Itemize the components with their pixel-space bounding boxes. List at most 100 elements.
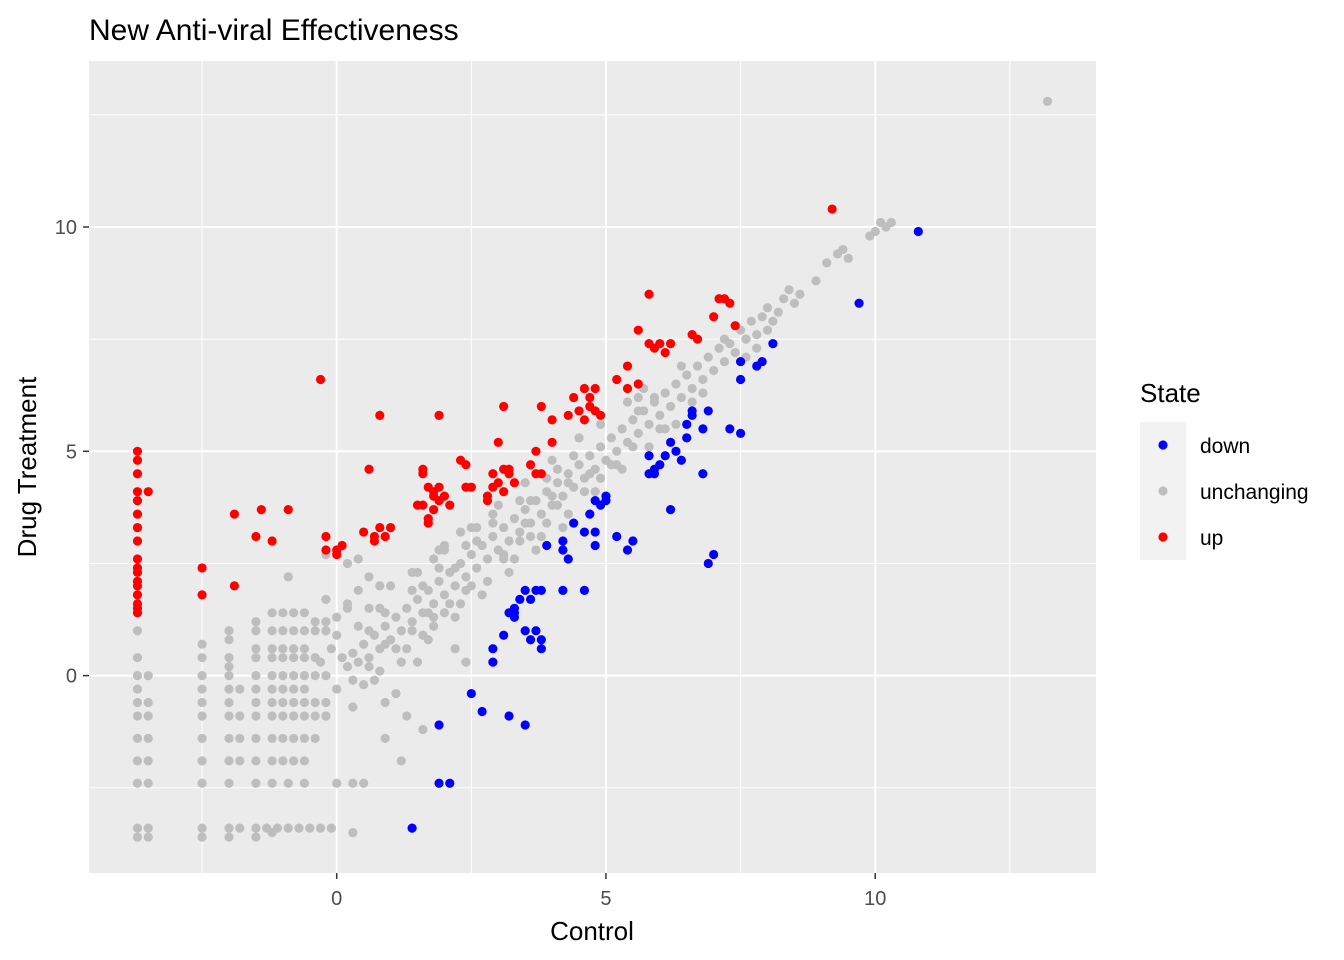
data-point-unchanging bbox=[278, 711, 288, 721]
data-point-up bbox=[321, 531, 331, 542]
data-point-up bbox=[574, 406, 584, 416]
data-point-unchanging bbox=[348, 675, 358, 685]
data-point-unchanging bbox=[289, 733, 299, 744]
data-point-unchanging bbox=[633, 392, 643, 403]
data-point-down bbox=[660, 451, 670, 461]
data-point-unchanging bbox=[267, 828, 277, 838]
data-point-unchanging bbox=[251, 823, 261, 833]
data-point-unchanging bbox=[547, 491, 557, 501]
data-point-unchanging bbox=[633, 428, 643, 438]
data-point-unchanging bbox=[525, 496, 536, 506]
data-point-unchanging bbox=[283, 572, 293, 582]
data-point-unchanging bbox=[364, 572, 374, 582]
y-tick-label: 10 bbox=[55, 217, 77, 239]
data-point-down bbox=[687, 406, 697, 416]
y-axis-title: Drug Treatment bbox=[12, 376, 42, 557]
data-point-unchanging bbox=[132, 756, 143, 766]
data-point-unchanging bbox=[251, 644, 261, 654]
data-point-unchanging bbox=[698, 374, 708, 385]
data-point-up bbox=[579, 383, 590, 394]
data-point-down bbox=[735, 374, 746, 385]
data-point-down bbox=[509, 608, 520, 618]
data-point-unchanging bbox=[811, 276, 821, 286]
data-point-unchanging bbox=[552, 464, 563, 474]
legend-key-down bbox=[1158, 440, 1168, 450]
data-point-unchanging bbox=[488, 518, 498, 528]
data-point-down bbox=[676, 455, 686, 465]
data-point-unchanging bbox=[515, 527, 525, 537]
data-point-unchanging bbox=[305, 823, 315, 833]
data-point-up bbox=[504, 469, 514, 479]
data-point-unchanging bbox=[520, 518, 530, 528]
data-point-unchanging bbox=[563, 509, 573, 519]
data-point-unchanging bbox=[235, 733, 245, 744]
data-point-unchanging bbox=[671, 419, 681, 429]
data-point-unchanging bbox=[547, 455, 557, 465]
data-point-unchanging bbox=[676, 392, 686, 403]
data-point-up bbox=[364, 464, 374, 474]
data-point-down bbox=[434, 778, 444, 788]
data-point-unchanging bbox=[289, 608, 299, 618]
data-point-up bbox=[132, 487, 143, 497]
data-point-down bbox=[525, 594, 536, 604]
data-point-unchanging bbox=[396, 657, 406, 667]
data-point-unchanging bbox=[278, 756, 288, 766]
data-point-unchanging bbox=[348, 648, 358, 658]
data-point-down bbox=[665, 437, 676, 447]
data-point-unchanging bbox=[132, 671, 143, 681]
data-point-unchanging bbox=[714, 343, 724, 353]
data-point-down bbox=[488, 644, 498, 654]
data-point-unchanging bbox=[143, 733, 153, 744]
data-point-up bbox=[132, 496, 143, 506]
data-point-unchanging bbox=[197, 697, 207, 708]
data-point-unchanging bbox=[337, 653, 347, 663]
data-point-unchanging bbox=[267, 626, 277, 636]
data-point-unchanging bbox=[633, 406, 643, 416]
data-point-down bbox=[698, 469, 708, 479]
data-point-unchanging bbox=[461, 540, 471, 551]
data-point-unchanging bbox=[644, 419, 654, 429]
data-point-unchanging bbox=[364, 662, 374, 672]
data-point-up bbox=[590, 383, 600, 394]
data-point-unchanging bbox=[267, 778, 277, 788]
data-point-unchanging bbox=[455, 599, 466, 609]
data-point-unchanging bbox=[224, 697, 234, 708]
data-point-up bbox=[197, 590, 207, 600]
data-point-unchanging bbox=[606, 433, 616, 443]
data-point-unchanging bbox=[439, 608, 450, 618]
data-point-up bbox=[369, 531, 380, 542]
data-point-unchanging bbox=[552, 478, 563, 488]
data-point-unchanging bbox=[391, 612, 401, 622]
data-point-up bbox=[132, 469, 143, 479]
data-point-unchanging bbox=[698, 388, 708, 398]
data-point-up bbox=[321, 545, 331, 555]
data-point-unchanging bbox=[757, 312, 767, 322]
data-point-unchanging bbox=[558, 491, 568, 501]
data-point-unchanging bbox=[504, 536, 514, 546]
data-point-unchanging bbox=[143, 711, 153, 721]
data-point-unchanging bbox=[299, 756, 310, 766]
data-point-unchanging bbox=[197, 778, 207, 788]
data-point-unchanging bbox=[267, 608, 277, 618]
data-point-up bbox=[229, 581, 239, 591]
data-point-unchanging bbox=[310, 671, 320, 681]
grid-major bbox=[89, 61, 1096, 873]
data-point-unchanging bbox=[746, 316, 756, 326]
data-point-unchanging bbox=[671, 379, 681, 389]
data-point-down bbox=[590, 540, 600, 551]
data-point-down bbox=[665, 505, 676, 515]
data-point-up bbox=[585, 392, 595, 403]
data-point-unchanging bbox=[499, 549, 509, 560]
data-point-up bbox=[385, 522, 396, 533]
data-point-unchanging bbox=[380, 697, 390, 708]
data-point-down bbox=[725, 424, 735, 434]
data-point-unchanging bbox=[321, 626, 331, 636]
data-point-unchanging bbox=[412, 657, 423, 667]
data-point-unchanging bbox=[348, 778, 358, 788]
data-point-down bbox=[466, 688, 476, 699]
data-point-unchanging bbox=[628, 442, 638, 452]
data-point-unchanging bbox=[396, 756, 406, 766]
data-point-unchanging bbox=[466, 581, 476, 591]
data-point-unchanging bbox=[822, 258, 832, 268]
